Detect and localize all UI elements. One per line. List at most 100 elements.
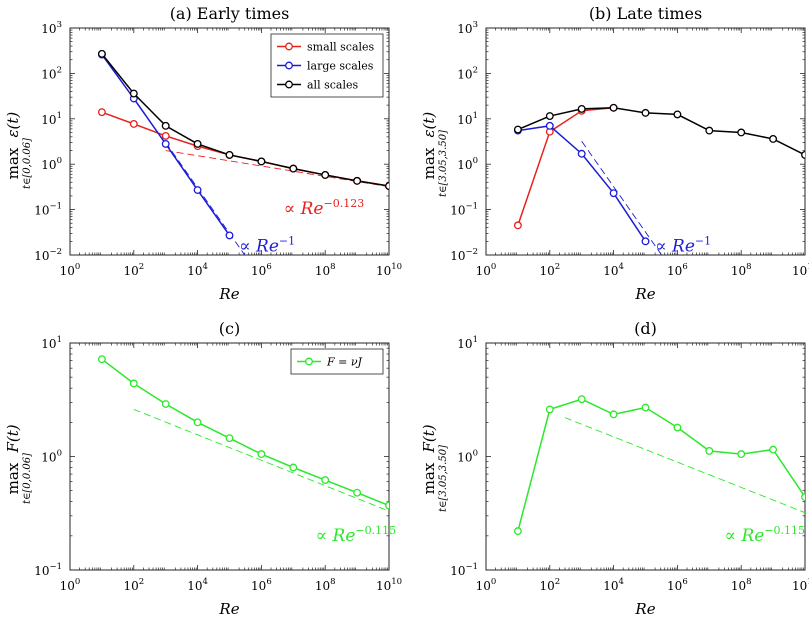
y-tick-label-base: 10 — [457, 451, 472, 465]
x-tick-label-exponent: 10 — [391, 262, 402, 272]
y-tick-label-base: 10 — [450, 564, 465, 578]
annotation-prefix: ∝ — [284, 199, 301, 219]
x-tick-label-exponent: 4 — [203, 262, 208, 272]
y-tick-label-base: 10 — [41, 451, 56, 465]
y-tick-label: 101 — [41, 111, 62, 127]
annotation-base: Re — [671, 236, 695, 256]
x-tick-label-exponent: 2 — [139, 577, 144, 587]
series-3-point — [321, 170, 330, 179]
y-tick-label: 102 — [457, 65, 478, 81]
series-2-point — [225, 231, 234, 240]
series-1-point — [129, 120, 138, 128]
x-tick-label: 106 — [251, 262, 272, 278]
x-tick-label: 1010 — [376, 262, 402, 278]
annotation-base: Re — [255, 236, 279, 256]
x-tick-label: 108 — [731, 577, 752, 593]
x-tick-label: 100 — [60, 262, 81, 278]
series-line-3 — [101, 53, 389, 187]
series-3-point — [353, 176, 362, 185]
y-tick-label: 103 — [41, 20, 62, 36]
x-tick-label-exponent: 6 — [682, 262, 687, 272]
x-tick-label: 100 — [476, 262, 497, 278]
y-tick-label-exponent: −1 — [465, 562, 478, 572]
chart-panel-2: 100102104106108101010−210−1100101102103(… — [420, 4, 809, 303]
y-tick-label-base: 10 — [34, 249, 49, 263]
annotation-base: Re — [300, 199, 324, 219]
x-tick-label: 102 — [539, 577, 560, 593]
x-tick-label: 104 — [187, 577, 208, 593]
x-tick-label-exponent: 2 — [555, 262, 560, 272]
series-1-point — [769, 445, 778, 454]
y-tick-label-exponent: 0 — [57, 156, 62, 166]
series-1-point — [577, 395, 586, 404]
x-tick-label-exponent: 2 — [139, 262, 144, 272]
plot-frame — [485, 27, 806, 256]
x-tick-label-base: 10 — [315, 264, 330, 278]
series-1-point — [641, 403, 650, 412]
fit-line-1 — [581, 141, 663, 255]
series-1-point — [161, 400, 170, 408]
x-tick-label: 108 — [315, 262, 336, 278]
annotation-exponent: −0.123 — [323, 197, 364, 210]
y-tick-label: 101 — [41, 335, 62, 351]
x-tick-label-base: 10 — [667, 264, 682, 278]
x-tick-label: 104 — [603, 577, 624, 593]
series-1-point — [97, 355, 106, 364]
x-tick-label-exponent: 4 — [203, 577, 208, 587]
x-tick-label-base: 10 — [667, 579, 682, 593]
series-1-point — [257, 450, 266, 459]
series-1-point — [513, 527, 522, 536]
chart-title: (a) Early times — [170, 4, 290, 23]
annotation-prefix: ∝ — [655, 236, 672, 256]
x-tick-label-exponent: 0 — [75, 262, 80, 272]
x-axis-label: Re — [634, 600, 655, 618]
legend-entry-label: F = νJ — [326, 356, 363, 369]
series-2-point — [641, 237, 650, 246]
series-1-point — [705, 446, 714, 455]
legend-swatch-marker — [285, 80, 293, 89]
series-2-point — [193, 186, 202, 194]
annotation-prefix: ∝ — [725, 526, 742, 546]
x-tick-label-exponent: 8 — [330, 577, 335, 587]
y-tick-label-base: 10 — [457, 337, 472, 351]
y-tick-label-exponent: −2 — [465, 247, 478, 257]
x-tick-label: 106 — [251, 577, 272, 593]
x-tick-label: 102 — [539, 262, 560, 278]
x-tick-label: 108 — [731, 262, 752, 278]
y-axis-label-max: max — [4, 147, 22, 179]
y-tick-label: 100 — [457, 156, 478, 172]
y-tick-label-exponent: 1 — [473, 335, 478, 345]
legend-swatch-marker — [305, 357, 313, 366]
series-3-point — [513, 125, 522, 134]
x-tick-label-exponent: 0 — [491, 262, 496, 272]
y-tick-label-exponent: −2 — [49, 247, 62, 257]
annotation-exponent: −1 — [695, 234, 711, 247]
annotation-exponent: −1 — [279, 234, 295, 247]
series-1-point — [321, 476, 330, 485]
y-tick-label: 100 — [41, 449, 62, 465]
annotation-1: ∝ Re−0.115 — [316, 524, 397, 546]
series-line-2 — [517, 125, 647, 242]
minor-ticks — [70, 343, 389, 570]
series-line-1 — [101, 358, 389, 507]
minor-ticks — [486, 343, 805, 570]
y-tick-label-exponent: 2 — [57, 65, 62, 75]
x-tick-label: 106 — [667, 577, 688, 593]
y-tick-label-exponent: 3 — [473, 20, 478, 30]
series-1-point — [289, 463, 298, 472]
y-axis-label-function: F(t) — [420, 424, 438, 453]
x-tick-label-exponent: 0 — [75, 577, 80, 587]
x-tick-label-exponent: 8 — [746, 577, 751, 587]
series-line-3 — [517, 107, 805, 156]
y-tick-label-exponent: −1 — [49, 202, 62, 212]
series-1-point — [609, 410, 618, 419]
y-tick-label: 102 — [41, 65, 62, 81]
x-tick-label-base: 10 — [60, 579, 75, 593]
y-tick-label-base: 10 — [41, 113, 56, 127]
series-3-point — [673, 110, 682, 119]
minor-ticks — [70, 28, 389, 255]
series-2-point — [545, 121, 554, 130]
x-tick-label-exponent: 10 — [807, 577, 809, 587]
y-tick-label-exponent: 0 — [473, 156, 478, 166]
x-tick-label-exponent: 8 — [330, 262, 335, 272]
